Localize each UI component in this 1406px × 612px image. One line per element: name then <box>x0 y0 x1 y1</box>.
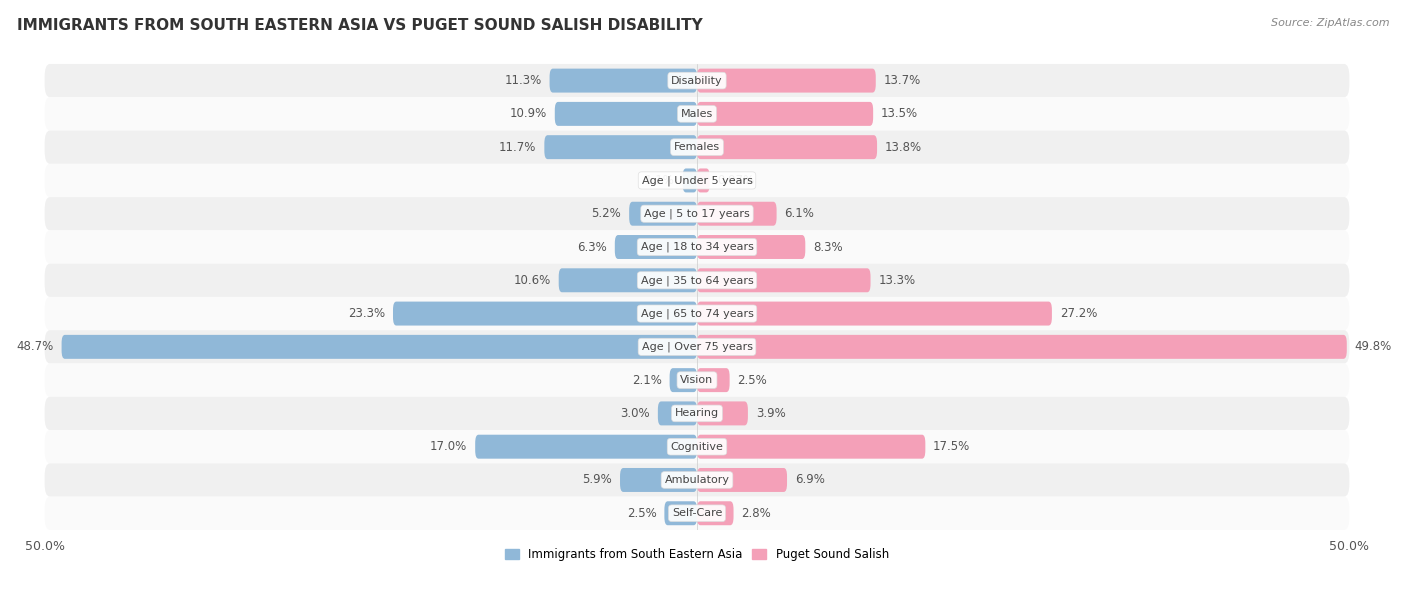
FancyBboxPatch shape <box>697 335 1347 359</box>
Text: Vision: Vision <box>681 375 714 385</box>
Text: 8.3%: 8.3% <box>813 241 842 253</box>
FancyBboxPatch shape <box>45 297 1350 330</box>
FancyBboxPatch shape <box>555 102 697 126</box>
Text: 10.6%: 10.6% <box>513 274 551 287</box>
Text: 13.8%: 13.8% <box>884 141 922 154</box>
Text: 5.2%: 5.2% <box>592 207 621 220</box>
Text: Hearing: Hearing <box>675 408 718 419</box>
FancyBboxPatch shape <box>697 401 748 425</box>
FancyBboxPatch shape <box>45 463 1350 496</box>
Text: Age | Over 75 years: Age | Over 75 years <box>641 341 752 352</box>
FancyBboxPatch shape <box>45 230 1350 264</box>
Text: 2.8%: 2.8% <box>741 507 770 520</box>
FancyBboxPatch shape <box>45 264 1350 297</box>
Text: 13.7%: 13.7% <box>883 74 921 87</box>
FancyBboxPatch shape <box>697 268 870 293</box>
Text: 13.5%: 13.5% <box>882 107 918 121</box>
FancyBboxPatch shape <box>697 168 710 192</box>
Text: Disability: Disability <box>671 76 723 86</box>
FancyBboxPatch shape <box>475 435 697 458</box>
FancyBboxPatch shape <box>45 397 1350 430</box>
Text: 11.3%: 11.3% <box>505 74 541 87</box>
FancyBboxPatch shape <box>620 468 697 492</box>
Text: 6.3%: 6.3% <box>578 241 607 253</box>
FancyBboxPatch shape <box>45 330 1350 364</box>
Text: 17.5%: 17.5% <box>934 440 970 453</box>
Text: 49.8%: 49.8% <box>1354 340 1392 353</box>
Text: 17.0%: 17.0% <box>430 440 467 453</box>
Text: 6.1%: 6.1% <box>785 207 814 220</box>
Text: Males: Males <box>681 109 713 119</box>
FancyBboxPatch shape <box>697 69 876 92</box>
FancyBboxPatch shape <box>62 335 697 359</box>
Text: 10.9%: 10.9% <box>510 107 547 121</box>
Text: 2.5%: 2.5% <box>627 507 657 520</box>
Text: 1.1%: 1.1% <box>645 174 675 187</box>
FancyBboxPatch shape <box>558 268 697 293</box>
Text: 5.9%: 5.9% <box>582 474 612 487</box>
Text: 23.3%: 23.3% <box>349 307 385 320</box>
Text: 2.1%: 2.1% <box>631 374 662 387</box>
Text: 2.5%: 2.5% <box>738 374 768 387</box>
Text: 0.97%: 0.97% <box>717 174 755 187</box>
FancyBboxPatch shape <box>697 468 787 492</box>
FancyBboxPatch shape <box>665 501 697 525</box>
FancyBboxPatch shape <box>45 364 1350 397</box>
Text: Ambulatory: Ambulatory <box>665 475 730 485</box>
Text: Age | 18 to 34 years: Age | 18 to 34 years <box>641 242 754 252</box>
FancyBboxPatch shape <box>544 135 697 159</box>
FancyBboxPatch shape <box>45 64 1350 97</box>
FancyBboxPatch shape <box>45 430 1350 463</box>
FancyBboxPatch shape <box>697 501 734 525</box>
Text: IMMIGRANTS FROM SOUTH EASTERN ASIA VS PUGET SOUND SALISH DISABILITY: IMMIGRANTS FROM SOUTH EASTERN ASIA VS PU… <box>17 18 703 34</box>
Text: 13.3%: 13.3% <box>879 274 915 287</box>
Text: Self-Care: Self-Care <box>672 508 723 518</box>
Text: Age | 35 to 64 years: Age | 35 to 64 years <box>641 275 754 286</box>
Text: 3.9%: 3.9% <box>755 407 786 420</box>
Text: 11.7%: 11.7% <box>499 141 537 154</box>
Text: 3.0%: 3.0% <box>620 407 650 420</box>
FancyBboxPatch shape <box>614 235 697 259</box>
Text: Age | 5 to 17 years: Age | 5 to 17 years <box>644 209 749 219</box>
FancyBboxPatch shape <box>669 368 697 392</box>
FancyBboxPatch shape <box>628 202 697 226</box>
FancyBboxPatch shape <box>697 202 776 226</box>
FancyBboxPatch shape <box>550 69 697 92</box>
FancyBboxPatch shape <box>45 164 1350 197</box>
Text: 27.2%: 27.2% <box>1060 307 1097 320</box>
Text: Females: Females <box>673 142 720 152</box>
FancyBboxPatch shape <box>697 135 877 159</box>
Text: Cognitive: Cognitive <box>671 442 724 452</box>
Text: 48.7%: 48.7% <box>17 340 53 353</box>
FancyBboxPatch shape <box>45 97 1350 130</box>
Text: Age | 65 to 74 years: Age | 65 to 74 years <box>641 308 754 319</box>
FancyBboxPatch shape <box>45 130 1350 164</box>
FancyBboxPatch shape <box>697 102 873 126</box>
FancyBboxPatch shape <box>683 168 697 192</box>
FancyBboxPatch shape <box>658 401 697 425</box>
FancyBboxPatch shape <box>697 235 806 259</box>
FancyBboxPatch shape <box>697 435 925 458</box>
FancyBboxPatch shape <box>45 197 1350 230</box>
Text: 6.9%: 6.9% <box>794 474 825 487</box>
FancyBboxPatch shape <box>45 496 1350 530</box>
FancyBboxPatch shape <box>394 302 697 326</box>
Text: Age | Under 5 years: Age | Under 5 years <box>641 175 752 185</box>
FancyBboxPatch shape <box>697 302 1052 326</box>
Legend: Immigrants from South Eastern Asia, Puget Sound Salish: Immigrants from South Eastern Asia, Puge… <box>501 543 894 566</box>
Text: Source: ZipAtlas.com: Source: ZipAtlas.com <box>1271 18 1389 28</box>
FancyBboxPatch shape <box>697 368 730 392</box>
